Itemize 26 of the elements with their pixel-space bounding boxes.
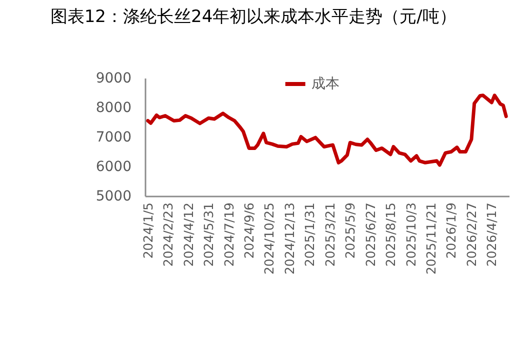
y-tick-label: 5000 (96, 188, 132, 204)
y-tick-label: 7000 (96, 130, 132, 146)
x-tick-label: 2026/4/17 (484, 202, 500, 267)
legend-label: 成本 (311, 76, 340, 92)
x-tick-label: 2024/5/31 (201, 202, 216, 267)
x-tick-label: 2026/1/9 (444, 202, 459, 259)
x-tick-label: 2025/5/9 (342, 202, 358, 259)
x-tick-label: 2025/1/31 (302, 202, 318, 267)
x-tick-label: 2024/7/19 (221, 202, 236, 267)
x-tick-label: 2024/9/6 (242, 202, 256, 259)
x-tick-label: 2025/8/15 (383, 202, 398, 267)
x-tick-label: 2025/3/21 (322, 202, 338, 267)
y-tick-label: 8000 (96, 100, 132, 116)
y-tick-label: 6000 (96, 159, 132, 175)
x-tick-label: 2025/10/3 (403, 202, 418, 267)
x-tick-label: 2024/1/5 (140, 202, 156, 259)
y-tick-label: 9000 (96, 70, 132, 86)
x-tick-label: 2024/10/25 (262, 202, 277, 275)
x-tick-label: 2026/2/27 (464, 202, 479, 267)
line-series (146, 94, 508, 167)
x-tick-label: 2024/2/23 (160, 202, 176, 267)
chart-title: 图表12：涤纶长丝24年初以来成本水平走势（元/吨） (50, 7, 456, 27)
x-tick-label: 2025/6/27 (362, 202, 378, 267)
x-tick-label: 2025/11/21 (424, 202, 438, 275)
x-tick-label: 2024/12/13 (282, 202, 297, 275)
x-tick-label: 2024/4/12 (180, 202, 196, 267)
